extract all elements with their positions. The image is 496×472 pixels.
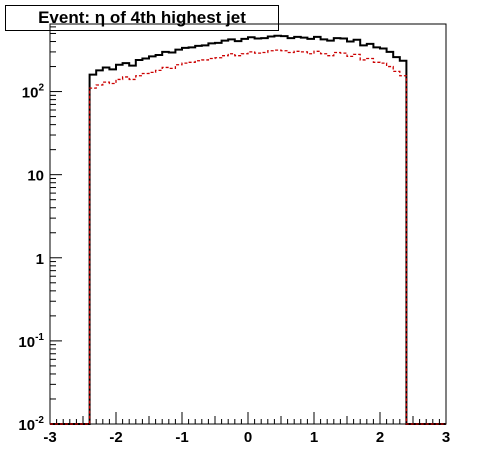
x-tick-label: 1 — [310, 429, 318, 446]
y-tick-label: 10-2 — [18, 415, 44, 434]
histogram-series-red — [50, 49, 446, 425]
y-tick-label: 10 — [27, 168, 44, 185]
y-tick-label: 1 — [36, 251, 44, 268]
x-tick-label: 3 — [442, 429, 450, 446]
x-tick-label: -1 — [175, 429, 188, 446]
x-tick-label: -2 — [109, 429, 122, 446]
x-tick-label: -3 — [43, 429, 56, 446]
histogram-series-black — [50, 34, 446, 425]
x-tick-label: 0 — [244, 429, 252, 446]
y-tick-label: 102 — [22, 83, 45, 102]
x-tick-label: 2 — [376, 429, 384, 446]
y-tick-label: 10-1 — [18, 332, 44, 351]
